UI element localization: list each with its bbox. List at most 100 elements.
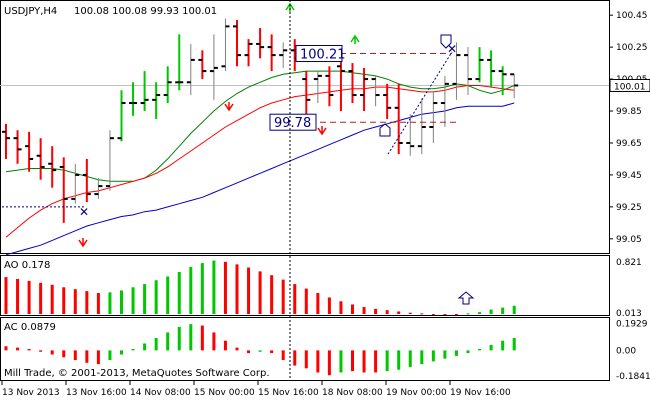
- ao-bar: [512, 305, 516, 314]
- copyright-text: Mill Trade, © 2001-2013, MetaQuotes Soft…: [4, 368, 270, 379]
- price-bar: [267, 34, 276, 72]
- ao-bar: [212, 260, 216, 314]
- ao-bar: [4, 277, 8, 314]
- ac-bar: [362, 350, 366, 373]
- ac-bar: [212, 332, 216, 351]
- ao-bar: [454, 314, 458, 315]
- sell-signal-icon: [379, 123, 391, 137]
- ac-bar: [16, 347, 20, 351]
- ao-bar: [339, 301, 343, 314]
- time-tick-label: 13 Nov 2013: [2, 388, 60, 398]
- price-bar: [25, 131, 34, 172]
- price-bar: [152, 82, 161, 120]
- annotation-box: [295, 45, 343, 63]
- ac-bar: [408, 350, 412, 367]
- price-bar: [129, 82, 138, 116]
- buy-signal-icon: [440, 34, 452, 49]
- cross-marker-icon: ✕: [79, 205, 89, 219]
- ac-bar: [189, 324, 193, 351]
- annotation-text: 100.21: [300, 48, 346, 63]
- ac-bar: [512, 337, 516, 351]
- ao-tick-label: 0.821: [616, 258, 642, 268]
- ao-bar: [293, 284, 297, 314]
- ac-bar: [73, 350, 77, 361]
- ac-bar: [258, 350, 262, 352]
- ao-bar: [143, 284, 147, 314]
- ao-bar: [304, 288, 308, 314]
- ac-bar: [431, 350, 435, 362]
- ao-bar: [420, 313, 424, 315]
- price-tick-label: 99.45: [616, 171, 642, 181]
- price-bar: [348, 63, 357, 104]
- price-bar: [429, 91, 438, 143]
- price-bar: [440, 75, 449, 127]
- ao-bar: [166, 276, 170, 314]
- time-tick-label: 19 Nov 16:00: [450, 388, 511, 398]
- price-bar: [417, 98, 426, 155]
- price-bar: [59, 157, 68, 223]
- price-bar: [175, 34, 184, 91]
- ao-bar: [258, 271, 262, 314]
- ac-bar: [120, 350, 123, 355]
- ac-bar: [501, 340, 505, 351]
- price-bar: [256, 27, 265, 59]
- price-bar: [117, 90, 126, 142]
- price-bar: [371, 75, 380, 107]
- ac-tick-label: 0.00: [616, 346, 636, 356]
- ao-bar: [73, 289, 77, 314]
- price-bar: [475, 47, 484, 83]
- ao-bar: [247, 267, 251, 314]
- price-bar: [140, 71, 149, 112]
- ac-bar: [270, 350, 274, 354]
- price-bar: [487, 50, 496, 88]
- ac-bar: [177, 326, 181, 351]
- ac-bar: [200, 325, 204, 351]
- up-arrow-icon: [457, 291, 475, 305]
- price-tick-label: 99.05: [616, 235, 642, 245]
- ao-bar: [443, 314, 447, 315]
- annotation-label-lower[interactable]: 99.78: [269, 113, 317, 131]
- ao-bar: [85, 291, 89, 314]
- price-bar: [464, 47, 472, 96]
- ao-bar: [39, 282, 43, 314]
- price-bar: [325, 66, 334, 107]
- ac-bar: [339, 350, 343, 373]
- ac-bar: [223, 340, 227, 351]
- ac-bar: [143, 343, 147, 351]
- symbol-label: USDJPY,H4: [4, 6, 57, 17]
- price-bar: [13, 130, 22, 164]
- ac-bar: [62, 350, 66, 358]
- price-bar: [336, 59, 345, 112]
- time-tick-label: 13 Nov 16:00: [66, 388, 127, 398]
- ao-bar: [327, 297, 331, 314]
- ac-bar: [397, 350, 401, 370]
- ac-bar: [374, 350, 378, 373]
- moving-average-line-2: [5, 85, 515, 238]
- price-bar: [94, 178, 103, 199]
- ac-tick-label: -0.1841: [616, 372, 650, 382]
- price-bar: [186, 43, 195, 96]
- price-bar: [36, 138, 45, 180]
- price-bar: [48, 146, 57, 188]
- down-arrow-icon: [224, 102, 234, 112]
- current-price-label: 100.01: [614, 82, 646, 92]
- ac-bar: [85, 350, 89, 363]
- ao-bar: [131, 287, 135, 314]
- annotation-label-upper[interactable]: 100.21: [295, 45, 346, 63]
- ac-bar: [131, 349, 135, 351]
- ao-bar: [200, 263, 204, 314]
- time-tick-label: 14 Nov 08:00: [130, 388, 191, 398]
- ao-bar: [408, 312, 412, 314]
- ac-bar: [50, 350, 54, 355]
- ao-bar: [374, 308, 378, 314]
- ac-bar: [351, 350, 354, 372]
- ac-bar: [385, 350, 389, 372]
- ao-bar: [281, 279, 285, 314]
- annotation-box: [269, 113, 317, 131]
- ao-bar: [431, 314, 435, 315]
- ac-tick-label: 0.1929: [616, 320, 648, 330]
- ac-bar: [293, 350, 297, 366]
- ao-bar: [16, 279, 20, 314]
